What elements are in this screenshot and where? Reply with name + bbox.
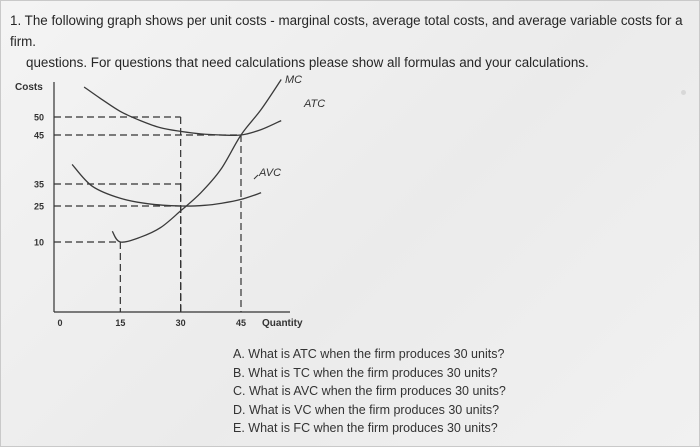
curve-label-mc: MC bbox=[285, 74, 302, 86]
question-text: 1. The following graph shows per unit co… bbox=[10, 10, 696, 73]
y-axis-label: Costs bbox=[15, 82, 43, 93]
page-speck bbox=[681, 90, 686, 95]
curve-label-atc: ATC bbox=[303, 98, 325, 110]
x-tick-label: 0 bbox=[57, 318, 62, 328]
question-a: A. What is ATC when the firm produces 30… bbox=[233, 347, 505, 361]
curve-atc bbox=[83, 86, 282, 137]
x-tick-label: 30 bbox=[176, 318, 186, 328]
question-c: C. What is AVC when the firm produces 30… bbox=[233, 384, 506, 398]
avc-label-leader bbox=[253, 174, 259, 180]
question-line-2: questions. For questions that need calcu… bbox=[26, 55, 589, 70]
y-tick-label: 50 bbox=[34, 113, 44, 123]
x-tick-label: 45 bbox=[236, 318, 246, 328]
question-b: B. What is TC when the firm produces 30 … bbox=[233, 365, 498, 380]
chart-labels: Costs Quantity bbox=[15, 82, 303, 329]
guide-lines bbox=[54, 116, 242, 312]
question-e: E. What is FC when the firm produces 30 … bbox=[233, 421, 498, 435]
y-tick-label: 10 bbox=[34, 238, 44, 248]
question-d: D. What is VC when the firm produces 30 … bbox=[233, 402, 500, 417]
question-line-1: 1. The following graph shows per unit co… bbox=[10, 13, 683, 49]
chart-axes bbox=[53, 82, 290, 313]
curve-mc bbox=[111, 79, 282, 243]
curve-label-avc: AVC bbox=[258, 167, 281, 179]
y-tick-label: 25 bbox=[34, 202, 44, 212]
y-tick-label: 45 bbox=[34, 131, 44, 141]
x-axis-label: Quantity bbox=[262, 318, 303, 329]
x-tick-label: 15 bbox=[115, 318, 125, 328]
curve-avc bbox=[71, 163, 262, 207]
tick-labels: 10 25 35 45 50 0 15 30 45 bbox=[34, 113, 246, 329]
question-list: A. What is ATC when the firm produces 30… bbox=[233, 345, 506, 438]
y-tick-label: 35 bbox=[34, 180, 44, 190]
